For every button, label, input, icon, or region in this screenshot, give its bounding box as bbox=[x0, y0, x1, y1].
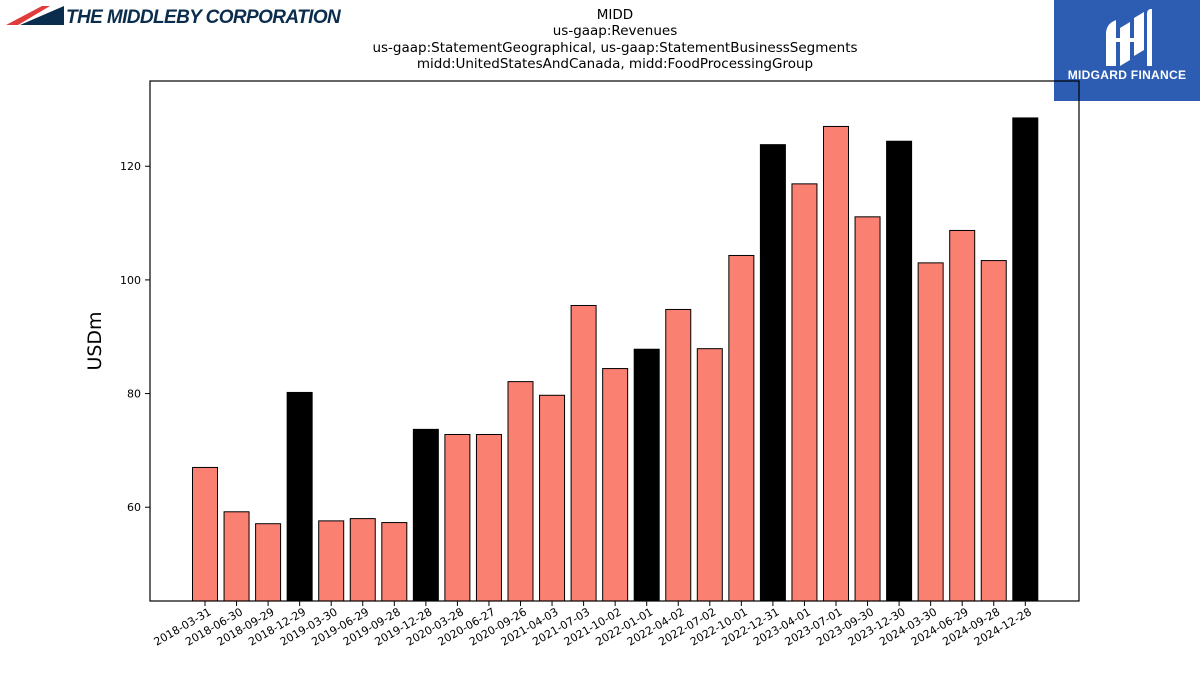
bar bbox=[223, 511, 250, 602]
y-axis-label: USDm bbox=[84, 311, 106, 370]
bar bbox=[539, 394, 566, 602]
bar bbox=[665, 308, 692, 602]
bar bbox=[1012, 117, 1039, 602]
bar bbox=[602, 368, 629, 602]
y-tick-label: 60 bbox=[127, 501, 141, 514]
logo-navy-shape bbox=[20, 6, 64, 25]
chart-title-line: us-gaap:Revenues bbox=[552, 23, 678, 40]
bar bbox=[791, 183, 818, 602]
bar bbox=[633, 348, 660, 602]
bar bbox=[318, 520, 345, 602]
chart-title-line: midd:UnitedStatesAndCanada, midd:FoodPro… bbox=[416, 55, 814, 72]
bar bbox=[980, 260, 1007, 602]
bar bbox=[949, 229, 976, 602]
plot-frame bbox=[149, 80, 1080, 602]
chart-title-line: MIDD bbox=[596, 7, 634, 23]
brand-name: MIDGARD FINANCE bbox=[1067, 68, 1187, 82]
y-tick-label: 80 bbox=[127, 388, 141, 401]
logo-red-shape bbox=[6, 6, 50, 25]
bar bbox=[696, 348, 723, 602]
bar bbox=[475, 433, 502, 602]
bar bbox=[917, 262, 944, 602]
company-logo bbox=[6, 6, 64, 25]
bar bbox=[192, 466, 218, 602]
brand-logo: MIDGARD FINANCE bbox=[1054, 0, 1200, 101]
bar bbox=[854, 216, 881, 602]
chart-title-line: us-gaap:StatementGeographical, us-gaap:S… bbox=[372, 39, 858, 56]
bar bbox=[444, 433, 471, 602]
bar bbox=[570, 304, 597, 602]
company-name: THE MIDDLEBY CORPORATION bbox=[66, 7, 341, 28]
bar bbox=[886, 140, 913, 602]
bar bbox=[381, 522, 408, 602]
brand-mark-icon bbox=[1106, 9, 1152, 66]
bar bbox=[255, 523, 282, 602]
bar bbox=[286, 391, 313, 602]
y-tick-label: 100 bbox=[120, 274, 141, 287]
bar bbox=[412, 428, 439, 602]
bar bbox=[759, 144, 786, 602]
bar bbox=[728, 254, 755, 602]
bar bbox=[507, 381, 534, 602]
bar bbox=[823, 125, 849, 602]
y-tick-label: 120 bbox=[120, 160, 141, 173]
chart-title: MIDD us-gaap:Revenues us-gaap:StatementG… bbox=[300, 7, 930, 72]
bar bbox=[349, 518, 376, 602]
